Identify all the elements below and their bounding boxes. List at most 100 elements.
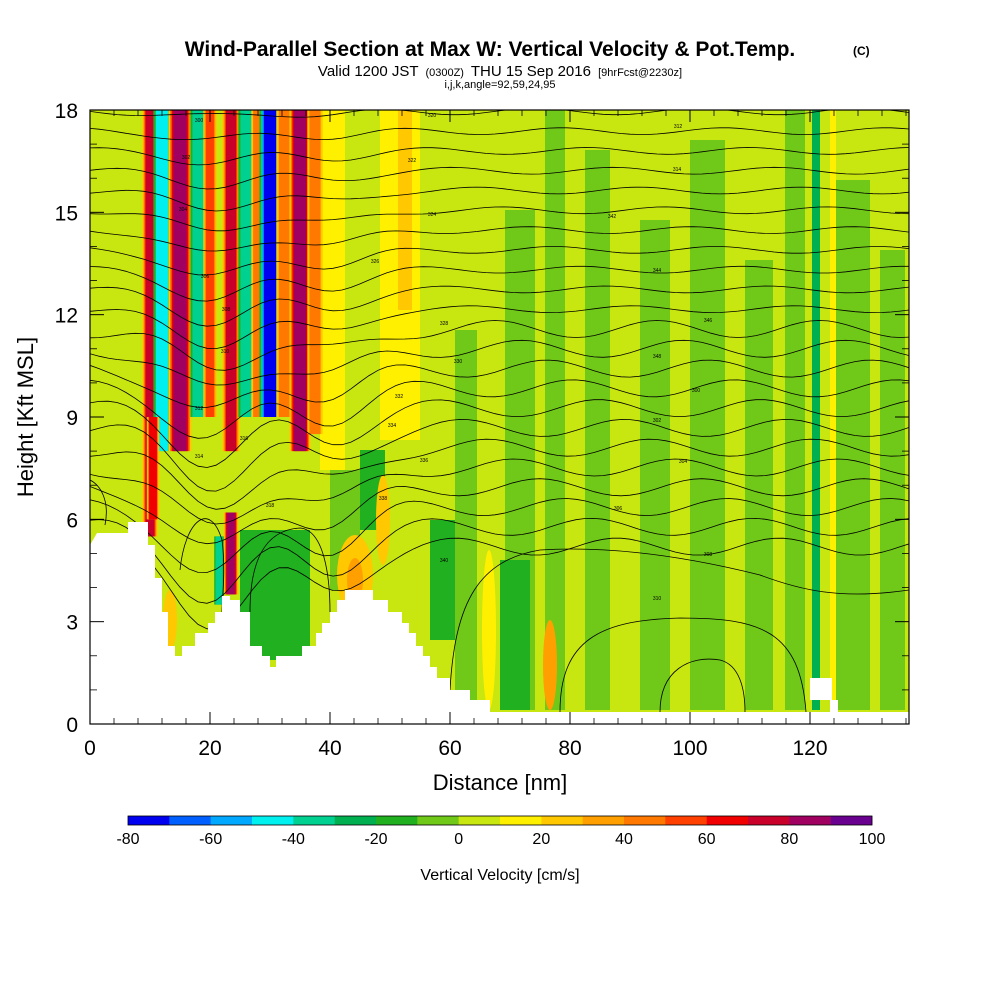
contour-label: 308: [222, 307, 231, 313]
contour-label: 302: [653, 418, 662, 424]
isentrope-line: [90, 127, 909, 141]
contour-label: 302: [182, 155, 191, 161]
velocity-band: [226, 512, 236, 595]
y-tick-label: 18: [55, 100, 78, 123]
isentrope-line: [90, 479, 107, 526]
x-tick-label: 100: [672, 737, 707, 760]
x-tick-label: 20: [198, 737, 221, 760]
contour-label: 306: [614, 506, 623, 512]
velocity-band: [309, 110, 321, 435]
isentrope-line: [249, 527, 331, 613]
velocity-band: [278, 110, 292, 417]
isentrope-line: [90, 147, 909, 166]
velocity-band: [253, 110, 263, 417]
colorbar-tick-label: -60: [199, 831, 222, 848]
isentrope-line: [90, 419, 909, 492]
isentrope-line: [90, 265, 909, 302]
contour-label: 330: [454, 359, 463, 365]
contour-label: 340: [440, 558, 449, 564]
colorbar-tick-label: 80: [780, 831, 798, 848]
velocity-patch: [430, 520, 455, 640]
y-tick-label: 6: [66, 509, 78, 532]
copyright-mark: (C): [853, 44, 870, 58]
x-tick-label: 80: [558, 737, 581, 760]
velocity-patch: [812, 110, 820, 710]
isentrope-line: [90, 399, 909, 468]
velocity-band: [225, 110, 237, 452]
y-tick-label: 3: [66, 612, 78, 635]
contour-label: 318: [266, 503, 275, 509]
x-tick-label: 0: [84, 737, 96, 760]
potential-temperature-contours: [90, 110, 909, 713]
colorbar-segment: [500, 816, 542, 825]
isentrope-line: [90, 206, 909, 232]
velocity-patch: [880, 250, 905, 710]
utc-time: (0300Z): [425, 67, 464, 79]
isentrope-line: [659, 658, 746, 713]
x-axis-label: Distance [nm]: [433, 770, 568, 795]
isentrope-line: [90, 339, 909, 386]
colorbar-tick-label: 20: [532, 831, 550, 848]
y-tick-label: 9: [66, 407, 78, 430]
contour-label: 304: [679, 459, 688, 465]
contour-label: 312: [195, 406, 204, 412]
contour-label: 338: [379, 496, 388, 502]
section-info: i,j,k,angle=92,59,24,95: [444, 79, 555, 91]
contour-label: 308: [704, 552, 713, 558]
contour-label: 300: [692, 388, 701, 394]
contour-label: 344: [653, 268, 662, 274]
contour-label: 320: [428, 113, 437, 119]
velocity-patch: [500, 560, 530, 710]
y-tick-label: 15: [55, 202, 78, 225]
colorbar-segment: [748, 816, 790, 825]
terrain-mask: [90, 522, 909, 724]
contour-label: 314: [673, 167, 682, 173]
colorbar-segment: [334, 816, 377, 825]
velocity-patch: [830, 180, 870, 710]
colorbar-segment: [128, 816, 170, 825]
colorbar-segment: [706, 816, 749, 825]
velocity-patch: [376, 475, 390, 565]
velocity-band: [149, 417, 157, 520]
y-tick-label: 0: [66, 714, 78, 737]
valid-date: THU 15 Sep 2016: [471, 63, 591, 80]
velocity-band: [192, 110, 204, 417]
colorbar-segment: [293, 816, 335, 825]
strong-velocity-bands: [142, 110, 323, 605]
chart-title: Wind-Parallel Section at Max W: Vertical…: [185, 38, 796, 61]
isentrope-line: [90, 246, 909, 276]
x-tick-label: 60: [438, 737, 461, 760]
contour-label: 334: [388, 423, 397, 429]
colorbar-segment: [624, 816, 666, 825]
x-tick-label: 120: [792, 737, 827, 760]
isentrope-line: [90, 517, 909, 604]
velocity-band: [205, 110, 215, 417]
isentrope-line: [90, 379, 909, 439]
velocity-patch: [785, 110, 805, 710]
contour-label: 332: [395, 394, 404, 400]
colorbar-segment: [582, 816, 625, 825]
contour-label: 314: [195, 454, 204, 460]
velocity-band: [263, 110, 277, 417]
velocity-band: [215, 536, 223, 605]
forecast-info: [9hrFcst@2230z]: [598, 67, 682, 79]
contour-label: 310: [221, 349, 230, 355]
colorbar-tick-label: -80: [116, 831, 139, 848]
isentrope-line: [90, 186, 909, 212]
velocity-patch: [830, 110, 836, 710]
x-axis: 0 20 40 60 80 100 120: [84, 110, 907, 760]
valid-time: Valid 1200 JST: [318, 63, 418, 80]
plot-area: 300 302 304 306 308 310 312 314 316 318 320 322 324 3…: [90, 110, 909, 724]
contour-label: 322: [408, 158, 417, 164]
colorbar-segment: [376, 816, 418, 825]
isentrope-line: [90, 320, 909, 371]
velocity-patch: [585, 150, 610, 710]
velocity-patch: [240, 530, 310, 660]
y-axis: 0 3 6 9 12 15 18: [55, 100, 909, 737]
velocity-band: [173, 110, 187, 452]
isentrope-line: [90, 478, 909, 545]
x-tick-label: 40: [318, 737, 341, 760]
contour-label: 336: [420, 458, 429, 464]
contour-label: 300: [195, 118, 204, 124]
